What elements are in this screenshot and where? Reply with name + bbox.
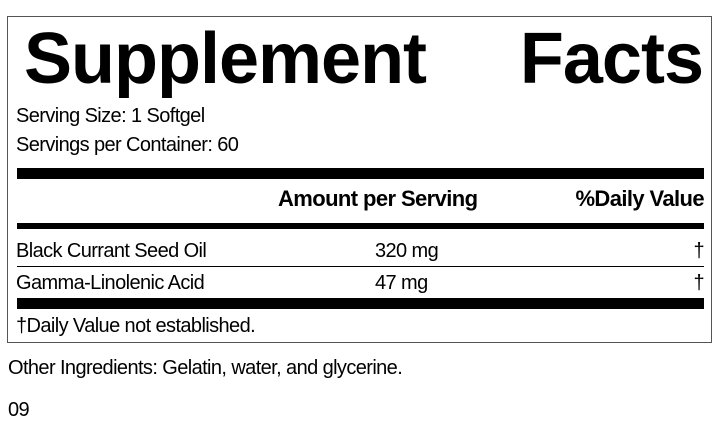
thick-divider [17, 298, 704, 309]
code: 09 [8, 399, 30, 421]
servings-per-container: Servings per Container: 60 [16, 134, 239, 156]
row-amount: 320 mg [375, 240, 439, 262]
header-daily-value: %Daily Value [575, 186, 704, 211]
thin-divider [17, 266, 704, 267]
panel-title: Supplement Facts [24, 19, 704, 99]
title-word-facts: Facts [519, 19, 704, 99]
serving-size: Serving Size: 1 Softgel [16, 105, 205, 127]
row-dv: † [693, 272, 704, 294]
medium-divider [17, 223, 704, 229]
footnote: †Daily Value not established. [16, 315, 256, 337]
thick-divider [17, 168, 704, 179]
row-name: Black Currant Seed Oil [16, 240, 207, 262]
other-ingredients: Other Ingredients: Gelatin, water, and g… [8, 357, 403, 379]
title-word-supplement: Supplement [24, 19, 427, 99]
row-dv: † [693, 240, 704, 262]
header-amount: Amount per Serving [278, 186, 478, 211]
row-amount: 47 mg [375, 272, 428, 294]
supplement-facts-panel: Supplement Facts Serving Size: 1 Softgel… [7, 16, 712, 343]
row-name: Gamma-Linolenic Acid [16, 272, 205, 294]
